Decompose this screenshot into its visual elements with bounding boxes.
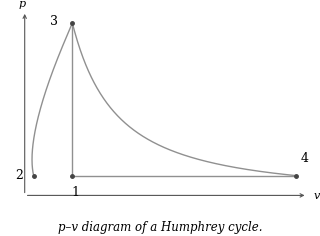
Text: 1: 1 (71, 186, 79, 199)
Text: p: p (18, 0, 25, 9)
Text: 3: 3 (51, 15, 59, 29)
Text: 4: 4 (300, 152, 308, 165)
Text: v: v (313, 191, 320, 201)
Text: p–v diagram of a Humphrey cycle.: p–v diagram of a Humphrey cycle. (58, 221, 262, 234)
Text: 2: 2 (15, 169, 23, 182)
